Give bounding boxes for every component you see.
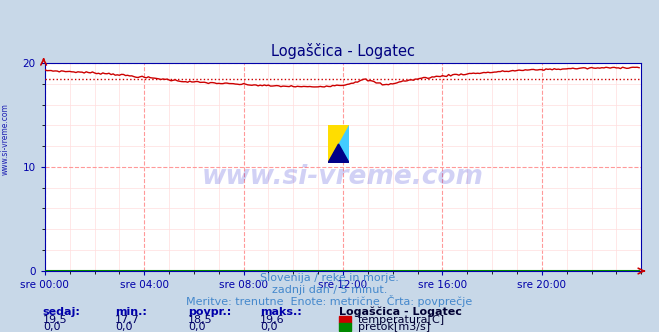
Text: 19,6: 19,6 — [260, 315, 285, 325]
Text: Slovenija / reke in morje.: Slovenija / reke in morje. — [260, 273, 399, 283]
Text: 17,7: 17,7 — [115, 315, 140, 325]
Text: 18,5: 18,5 — [188, 315, 212, 325]
Text: 19,5: 19,5 — [43, 315, 67, 325]
Text: Meritve: trenutne  Enote: metrične  Črta: povprečje: Meritve: trenutne Enote: metrične Črta: … — [186, 295, 473, 307]
Text: 0,0: 0,0 — [188, 322, 206, 332]
Text: maks.:: maks.: — [260, 307, 302, 317]
Text: www.si-vreme.com: www.si-vreme.com — [1, 104, 10, 175]
Title: Logaščica - Logatec: Logaščica - Logatec — [271, 43, 415, 59]
Text: 0,0: 0,0 — [260, 322, 278, 332]
Text: Logaščica - Logatec: Logaščica - Logatec — [339, 306, 462, 317]
Text: min.:: min.: — [115, 307, 147, 317]
Text: 0,0: 0,0 — [115, 322, 133, 332]
Text: pretok[m3/s]: pretok[m3/s] — [358, 322, 430, 332]
Text: www.si-vreme.com: www.si-vreme.com — [202, 164, 484, 190]
Text: temperatura[C]: temperatura[C] — [358, 315, 445, 325]
Text: sedaj:: sedaj: — [43, 307, 80, 317]
Text: povpr.:: povpr.: — [188, 307, 231, 317]
Text: zadnji dan / 5 minut.: zadnji dan / 5 minut. — [272, 285, 387, 295]
Text: 0,0: 0,0 — [43, 322, 61, 332]
